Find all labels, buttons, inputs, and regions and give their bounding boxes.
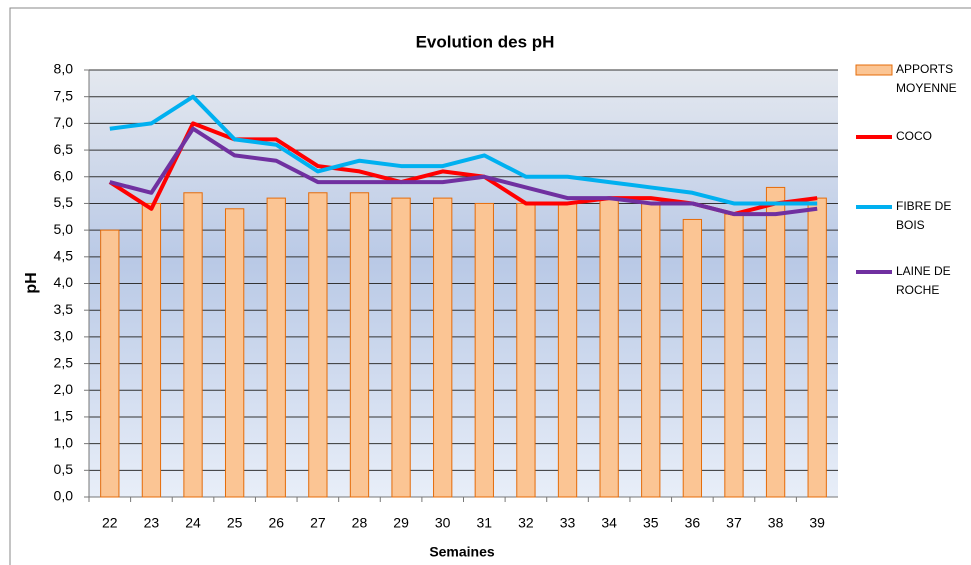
legend-label: APPORTS MOYENNE (896, 62, 957, 95)
x-tick-label: 35 (643, 515, 659, 531)
bar (557, 202, 578, 498)
y-tick-label: 0,0 (54, 488, 74, 504)
x-tick-label: 34 (601, 515, 617, 531)
y-tick-label: 3,0 (54, 328, 74, 344)
bar (765, 186, 786, 498)
line (109, 126, 818, 217)
legend-label: FIBRE DE BOIS (896, 199, 952, 232)
x-axis-label: Semaines (429, 544, 495, 560)
y-tick-label: 8,0 (54, 61, 74, 77)
y-tick-label: 2,5 (54, 354, 74, 370)
y-axis-label: pH (23, 272, 40, 293)
x-tick-label: 30 (435, 515, 451, 531)
bar (433, 197, 453, 498)
y-tick-label: 6,5 (54, 141, 74, 157)
bar (100, 229, 120, 498)
x-tick-label: 22 (102, 515, 118, 531)
legend-label: COCO (896, 129, 932, 143)
line (109, 94, 818, 206)
y-tick-label: 2,0 (54, 381, 74, 397)
bar (807, 197, 827, 498)
y-tick-label: 3,5 (54, 301, 74, 317)
y-tick-label: 1,0 (54, 434, 74, 450)
x-tick-label: 37 (726, 515, 742, 531)
y-tick-label: 0,5 (54, 461, 74, 477)
x-tick-label: 31 (477, 515, 493, 531)
x-tick-label: 23 (144, 515, 160, 531)
bar (308, 192, 328, 498)
x-tick-label: 26 (268, 515, 284, 531)
bar (349, 192, 370, 498)
x-tick-label: 32 (518, 515, 534, 531)
bar (516, 202, 536, 498)
x-tick-label: 24 (185, 515, 201, 531)
bar (224, 208, 245, 498)
y-tick-label: 1,5 (54, 408, 74, 424)
x-tick-label: 29 (393, 515, 409, 531)
legend-swatch (855, 64, 893, 76)
x-tick-label: 39 (809, 515, 825, 531)
bar (682, 218, 703, 498)
x-tick-label: 36 (685, 515, 701, 531)
legend-label: LAINE DE ROCHE (896, 264, 951, 297)
x-tick-label: 25 (227, 515, 243, 531)
bar (266, 197, 286, 498)
bar (141, 202, 162, 498)
bar (391, 197, 411, 498)
y-tick-label: 7,5 (54, 87, 74, 103)
x-tick-label: 28 (352, 515, 368, 531)
bar (641, 202, 661, 498)
x-tick-label: 38 (768, 515, 784, 531)
bar (474, 202, 494, 498)
bar (724, 213, 744, 498)
x-tick-label: 33 (560, 515, 576, 531)
y-tick-label: 6,0 (54, 167, 74, 183)
y-tick-label: 7,0 (54, 114, 74, 130)
bar (183, 192, 203, 498)
chart-title: Evolution des pH (416, 32, 555, 51)
y-tick-label: 4,5 (54, 248, 74, 264)
y-tick-label: 5,0 (54, 221, 74, 237)
bar (599, 197, 619, 498)
x-tick-label: 27 (310, 515, 326, 531)
y-tick-label: 5,5 (54, 194, 74, 210)
y-tick-label: 4,0 (54, 274, 74, 290)
